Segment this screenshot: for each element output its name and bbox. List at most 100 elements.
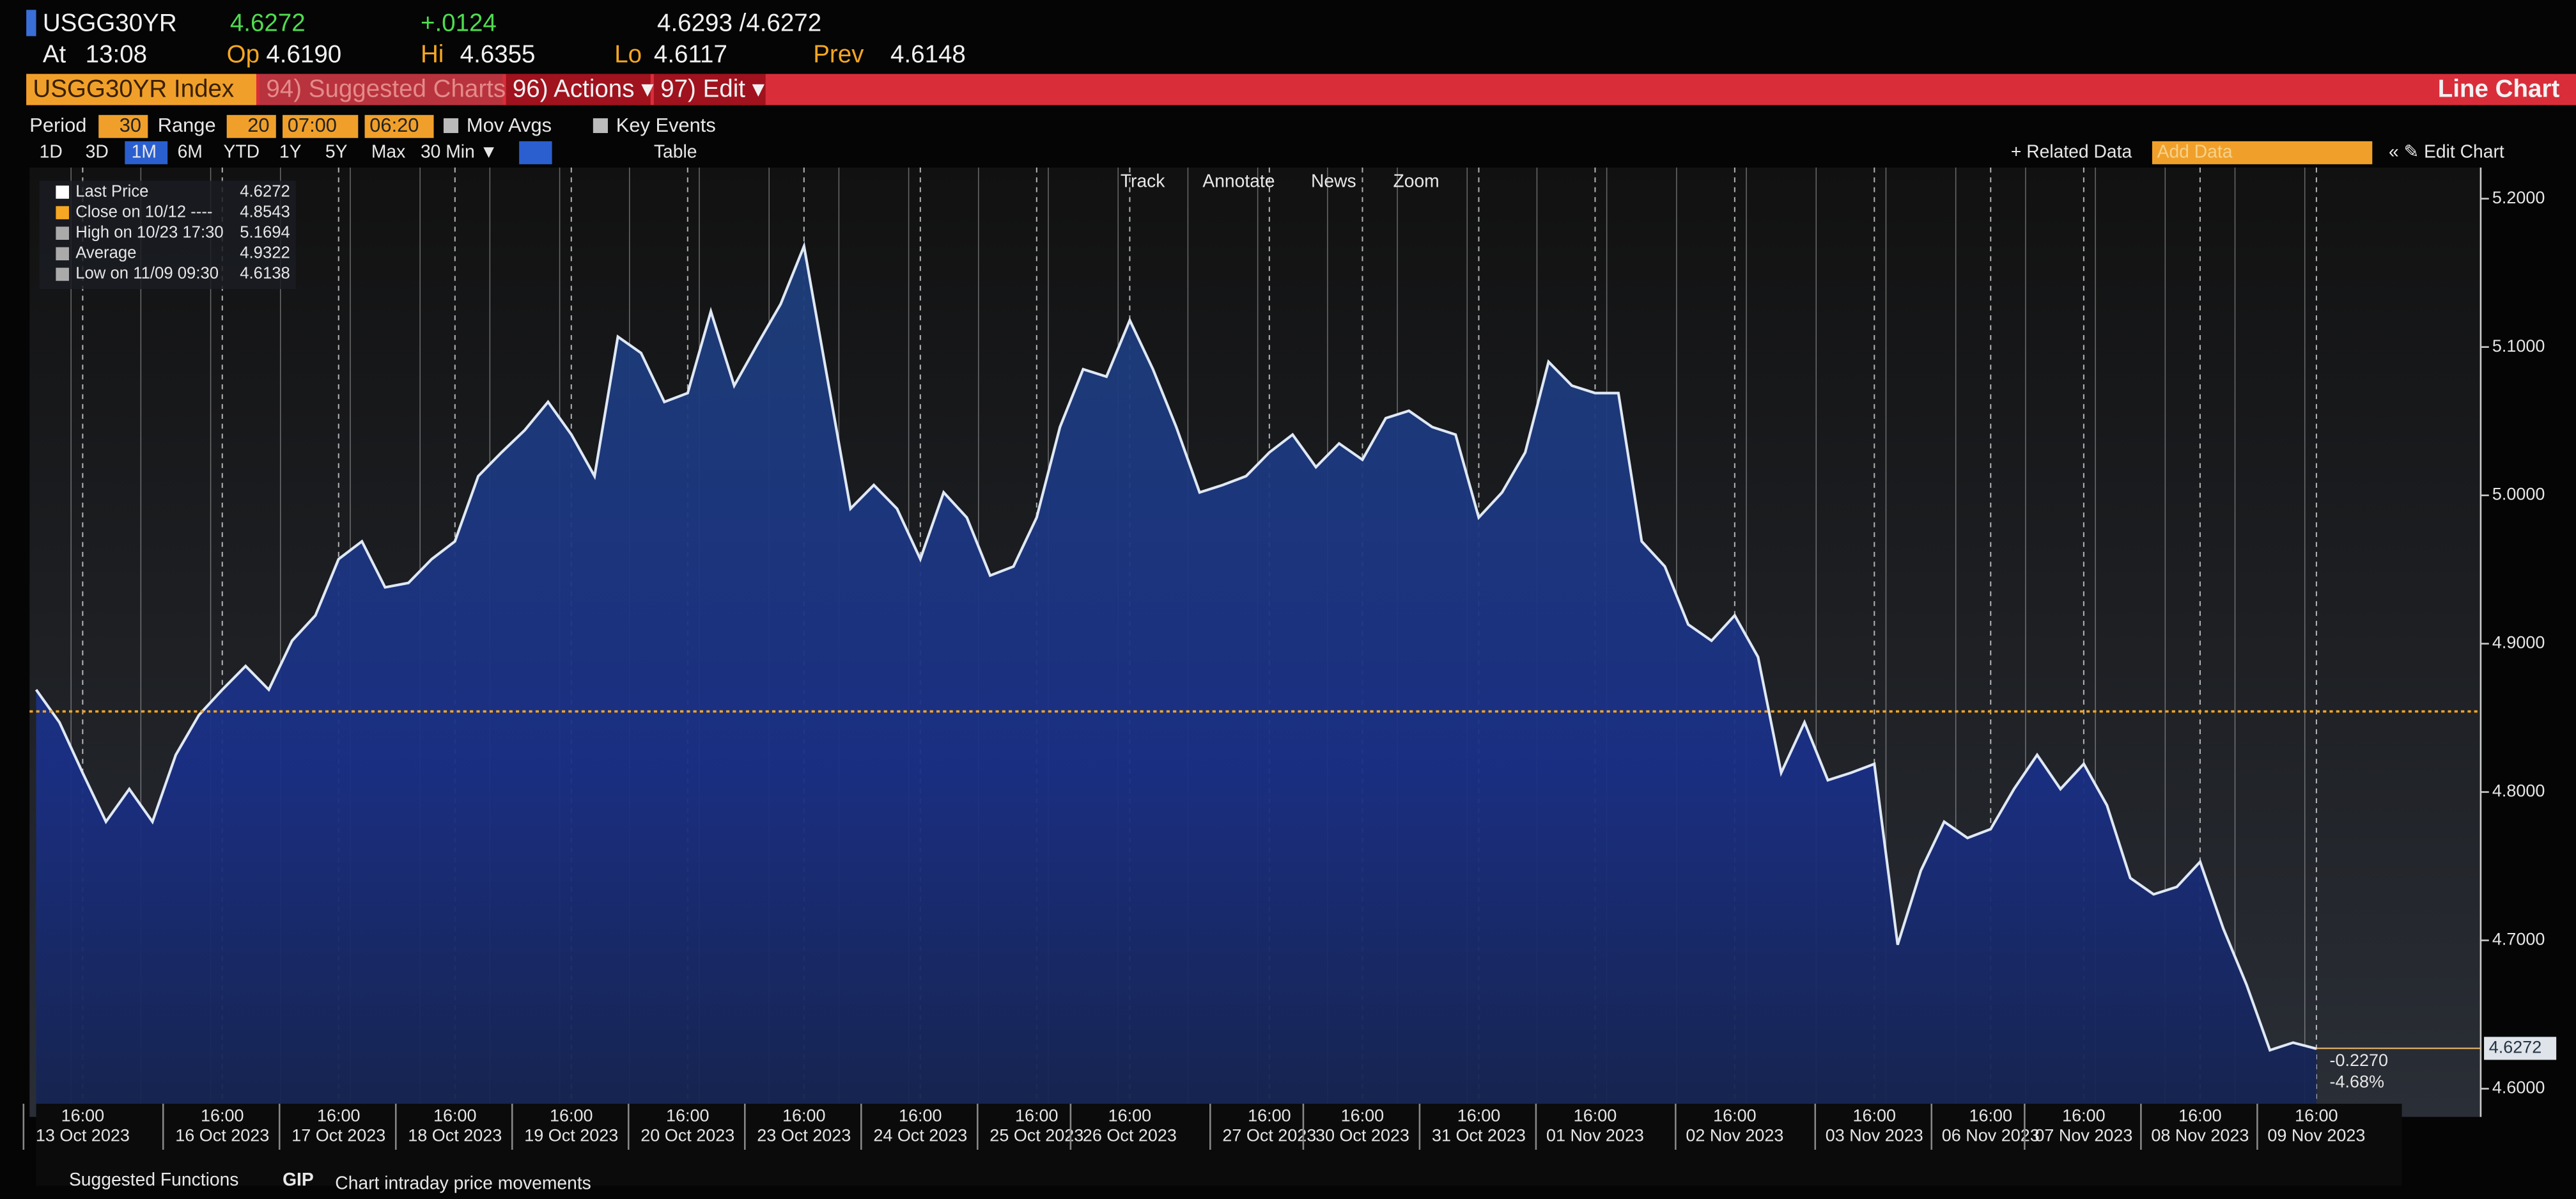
range[interactable]: 20 bbox=[247, 114, 269, 136]
legend-swatch bbox=[56, 247, 69, 261]
footer-description: Chart intraday price movements bbox=[335, 1172, 591, 1193]
chart-tool[interactable]: Zoom bbox=[1393, 171, 1439, 191]
security-box[interactable] bbox=[26, 74, 256, 106]
footer-code[interactable]: GIP bbox=[283, 1169, 314, 1189]
mov-avgs-checkbox[interactable] bbox=[443, 118, 459, 134]
range-button-active[interactable] bbox=[125, 141, 168, 164]
view-name: Line Chart bbox=[2438, 75, 2560, 102]
end[interactable]: 06:20 bbox=[369, 114, 419, 136]
suggested-box[interactable] bbox=[260, 74, 503, 106]
last-price-tag bbox=[2484, 1037, 2557, 1060]
range-button[interactable]: 6M bbox=[178, 141, 203, 161]
edit-chart[interactable]: « ✎ Edit Chart bbox=[2389, 141, 2504, 161]
x-tick-label: 16 Oct 2023 bbox=[175, 1126, 269, 1145]
add-data-box[interactable] bbox=[2152, 141, 2373, 164]
x-tick-time: 16:00 bbox=[2295, 1106, 2338, 1125]
x-tick-time: 16:00 bbox=[2062, 1106, 2106, 1125]
range-button[interactable]: 3D bbox=[86, 141, 109, 161]
x-tick-time: 16:00 bbox=[317, 1106, 361, 1125]
actions-box[interactable] bbox=[506, 74, 651, 106]
range-button[interactable]: Max bbox=[371, 141, 405, 161]
x-tick-time: 16:00 bbox=[1969, 1106, 2013, 1125]
x-tick-label: 20 Oct 2023 bbox=[640, 1126, 734, 1145]
end-box[interactable] bbox=[364, 114, 434, 138]
legend-label: High on 10/23 17:30 bbox=[75, 224, 223, 242]
period-box[interactable] bbox=[98, 114, 148, 138]
range-button[interactable]: 1D bbox=[40, 141, 63, 161]
x-tick-label: 18 Oct 2023 bbox=[408, 1126, 502, 1145]
at-label: At bbox=[43, 41, 66, 68]
actions[interactable]: 96) Actions ▾ bbox=[513, 75, 654, 102]
legend-box bbox=[39, 180, 296, 290]
add-data[interactable]: Add Data bbox=[2157, 141, 2233, 161]
table[interactable]: Table bbox=[654, 141, 697, 161]
range-button[interactable]: 1Y bbox=[279, 141, 302, 161]
legend-value: 5.1694 bbox=[240, 224, 290, 242]
x-tick-label: 06 Nov 2023 bbox=[1942, 1126, 2040, 1145]
range-button[interactable]: YTD bbox=[224, 141, 260, 161]
range-box[interactable] bbox=[226, 114, 276, 138]
mov-avgs[interactable]: Mov Avgs bbox=[467, 114, 552, 136]
security[interactable]: USGG30YR Index bbox=[33, 75, 234, 102]
high-label: Hi bbox=[421, 41, 444, 68]
x-tick-label: 30 Oct 2023 bbox=[1315, 1126, 1409, 1145]
x-tick-time: 16:00 bbox=[1015, 1106, 1059, 1125]
legend-swatch bbox=[56, 185, 69, 199]
line-icon[interactable] bbox=[519, 141, 552, 164]
start[interactable]: 07:00 bbox=[288, 114, 337, 136]
x-tick-label: 17 Oct 2023 bbox=[291, 1126, 385, 1145]
y-tick-label: 4.9000 bbox=[2492, 633, 2545, 652]
x-tick-time: 16:00 bbox=[433, 1106, 477, 1125]
x-tick-label: 19 Oct 2023 bbox=[524, 1126, 618, 1145]
x-tick-label: 09 Nov 2023 bbox=[2267, 1126, 2365, 1145]
suggested-charts[interactable]: 94) Suggested Charts bbox=[266, 75, 506, 102]
legend-value: 4.8543 bbox=[240, 203, 290, 221]
change: +.0124 bbox=[421, 10, 497, 37]
x-tick-label: 07 Nov 2023 bbox=[2035, 1126, 2132, 1145]
x-tick-time: 16:00 bbox=[1457, 1106, 1501, 1125]
legend-value: 4.9322 bbox=[240, 244, 290, 262]
x-tick-label: 23 Oct 2023 bbox=[757, 1126, 851, 1145]
legend-swatch bbox=[56, 226, 69, 240]
range-button[interactable]: 1M bbox=[132, 141, 157, 161]
interval[interactable]: 30 Min ▼ bbox=[421, 141, 498, 161]
period[interactable]: 30 bbox=[120, 114, 141, 136]
chart-tool[interactable]: Track bbox=[1121, 171, 1165, 191]
x-tick-label: 13 Oct 2023 bbox=[36, 1126, 130, 1145]
x-tick-label: 24 Oct 2023 bbox=[873, 1126, 967, 1145]
edit[interactable]: 97) Edit ▾ bbox=[660, 75, 764, 102]
change-tag: -0.2270 bbox=[2329, 1051, 2387, 1070]
x-tick-time: 16:00 bbox=[1108, 1106, 1152, 1125]
x-axis-band bbox=[36, 1104, 2402, 1186]
x-tick-time: 16:00 bbox=[550, 1106, 593, 1125]
chart-tool[interactable]: Annotate bbox=[1202, 171, 1275, 191]
area bbox=[36, 246, 2316, 1117]
footer-suggested[interactable]: Suggested Functions bbox=[69, 1169, 239, 1189]
x-tick-label: 01 Nov 2023 bbox=[1546, 1126, 1644, 1145]
related-data[interactable]: + Related Data bbox=[2011, 141, 2132, 161]
plot: 4.6000 4.7000 4.8000 4.9000 5.0000 5.1000 5.20… bbox=[22, 167, 2557, 1186]
x-tick-time: 16:00 bbox=[1248, 1106, 1291, 1125]
range-button[interactable]: 5Y bbox=[325, 141, 348, 161]
x-tick-time: 16:00 bbox=[1574, 1106, 1617, 1125]
x-tick-label: 26 Oct 2023 bbox=[1083, 1126, 1177, 1145]
y-tick-label: 4.7000 bbox=[2492, 930, 2545, 949]
last-price: 4.6272 bbox=[230, 10, 306, 37]
x-tick-label: 31 Oct 2023 bbox=[1432, 1126, 1526, 1145]
ticker-marker bbox=[26, 10, 36, 36]
x-tick-label: 27 Oct 2023 bbox=[1222, 1126, 1316, 1145]
key-events[interactable]: Key Events bbox=[616, 114, 716, 136]
x-tick-label: 25 Oct 2023 bbox=[989, 1126, 1083, 1145]
edit-box[interactable] bbox=[653, 74, 766, 106]
low: 4.6117 bbox=[654, 41, 727, 68]
chart-tool[interactable]: News bbox=[1311, 171, 1356, 191]
legend-label: Low on 11/09 09:30 bbox=[75, 265, 219, 283]
start-box[interactable] bbox=[283, 114, 359, 138]
low-label: Lo bbox=[614, 41, 642, 68]
prev-label: Prev bbox=[813, 41, 864, 68]
legend-label: Last Price bbox=[75, 182, 148, 200]
legend-label: Close on 10/12 ---- bbox=[75, 203, 212, 221]
y-tick-label: 5.0000 bbox=[2492, 485, 2545, 504]
key-events-checkbox[interactable] bbox=[593, 118, 608, 134]
x-tick-time: 16:00 bbox=[1853, 1106, 1897, 1125]
